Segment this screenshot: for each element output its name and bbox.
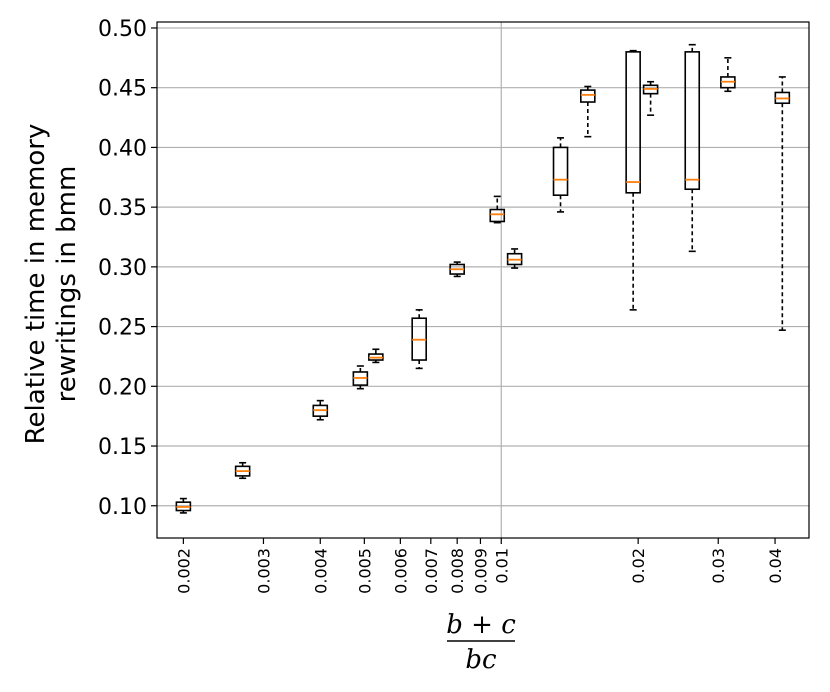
- box-4: [352, 365, 369, 390]
- x-tick-label: 0.008: [448, 548, 467, 594]
- y-tick-label: 0.25: [98, 316, 147, 341]
- y-tick-label: 0.10: [98, 495, 147, 520]
- x-tick-label: 0.02: [629, 548, 648, 584]
- box-2: [234, 461, 251, 480]
- box-14: [684, 43, 701, 253]
- box-9: [506, 248, 523, 269]
- y-tick-label: 0.15: [98, 435, 147, 460]
- box-8: [489, 195, 506, 224]
- y-tick-label: 0.20: [98, 375, 147, 400]
- box-5: [368, 348, 384, 364]
- x-tick-label: 0.002: [174, 548, 193, 594]
- x-tick-label: 0.01: [492, 548, 511, 584]
- x-tick-label: 0.009: [471, 548, 490, 594]
- grid: [157, 22, 809, 538]
- y-axis-label-line-2: rewritings in bmm: [52, 166, 82, 403]
- iqr-box: [684, 51, 701, 191]
- box-11: [580, 85, 596, 138]
- box-12: [625, 49, 641, 311]
- x-axis-ticks: 0.002 0.003 0.004 0.005 0.006 0.007 0.008 0.009…: [174, 538, 785, 594]
- iqr-box: [580, 89, 596, 103]
- iqr-box: [625, 51, 641, 194]
- x-axis-label-denominator: bc: [465, 645, 497, 675]
- iqr-box: [489, 208, 506, 223]
- box-3: [312, 399, 329, 421]
- x-tick-label: 0.003: [254, 548, 273, 594]
- y-tick-label: 0.50: [98, 17, 147, 42]
- box-16: [774, 76, 791, 331]
- box-10: [552, 137, 569, 213]
- boxes: [175, 43, 791, 514]
- plot-frame: [156, 21, 810, 539]
- box-7: [449, 261, 465, 278]
- box-13: [642, 80, 659, 116]
- x-tick-label: 0.03: [709, 548, 728, 584]
- iqr-box: [552, 146, 569, 196]
- y-tick-label: 0.40: [98, 136, 147, 161]
- x-axis-label: b + c bc: [446, 610, 516, 675]
- x-tick-label: 0.007: [422, 548, 441, 594]
- y-tick-label: 0.35: [98, 196, 147, 221]
- y-axis-label-line-1: Relative time in memory: [21, 124, 51, 445]
- x-tick-label: 0.004: [311, 548, 330, 594]
- y-axis-ticks: 0.10 0.15 0.20 0.25 0.30 0.35 0.40 0.45 0.50: [98, 17, 157, 520]
- box-1: [175, 497, 192, 514]
- box-15: [720, 57, 736, 93]
- x-tick-label: 0.04: [766, 548, 785, 584]
- y-tick-label: 0.45: [98, 77, 147, 102]
- x-axis-label-numerator: b + c: [446, 610, 516, 640]
- box-6: [411, 309, 427, 370]
- x-tick-label: 0.006: [391, 548, 410, 594]
- y-tick-label: 0.30: [98, 256, 147, 281]
- x-tick-label: 0.005: [355, 548, 374, 594]
